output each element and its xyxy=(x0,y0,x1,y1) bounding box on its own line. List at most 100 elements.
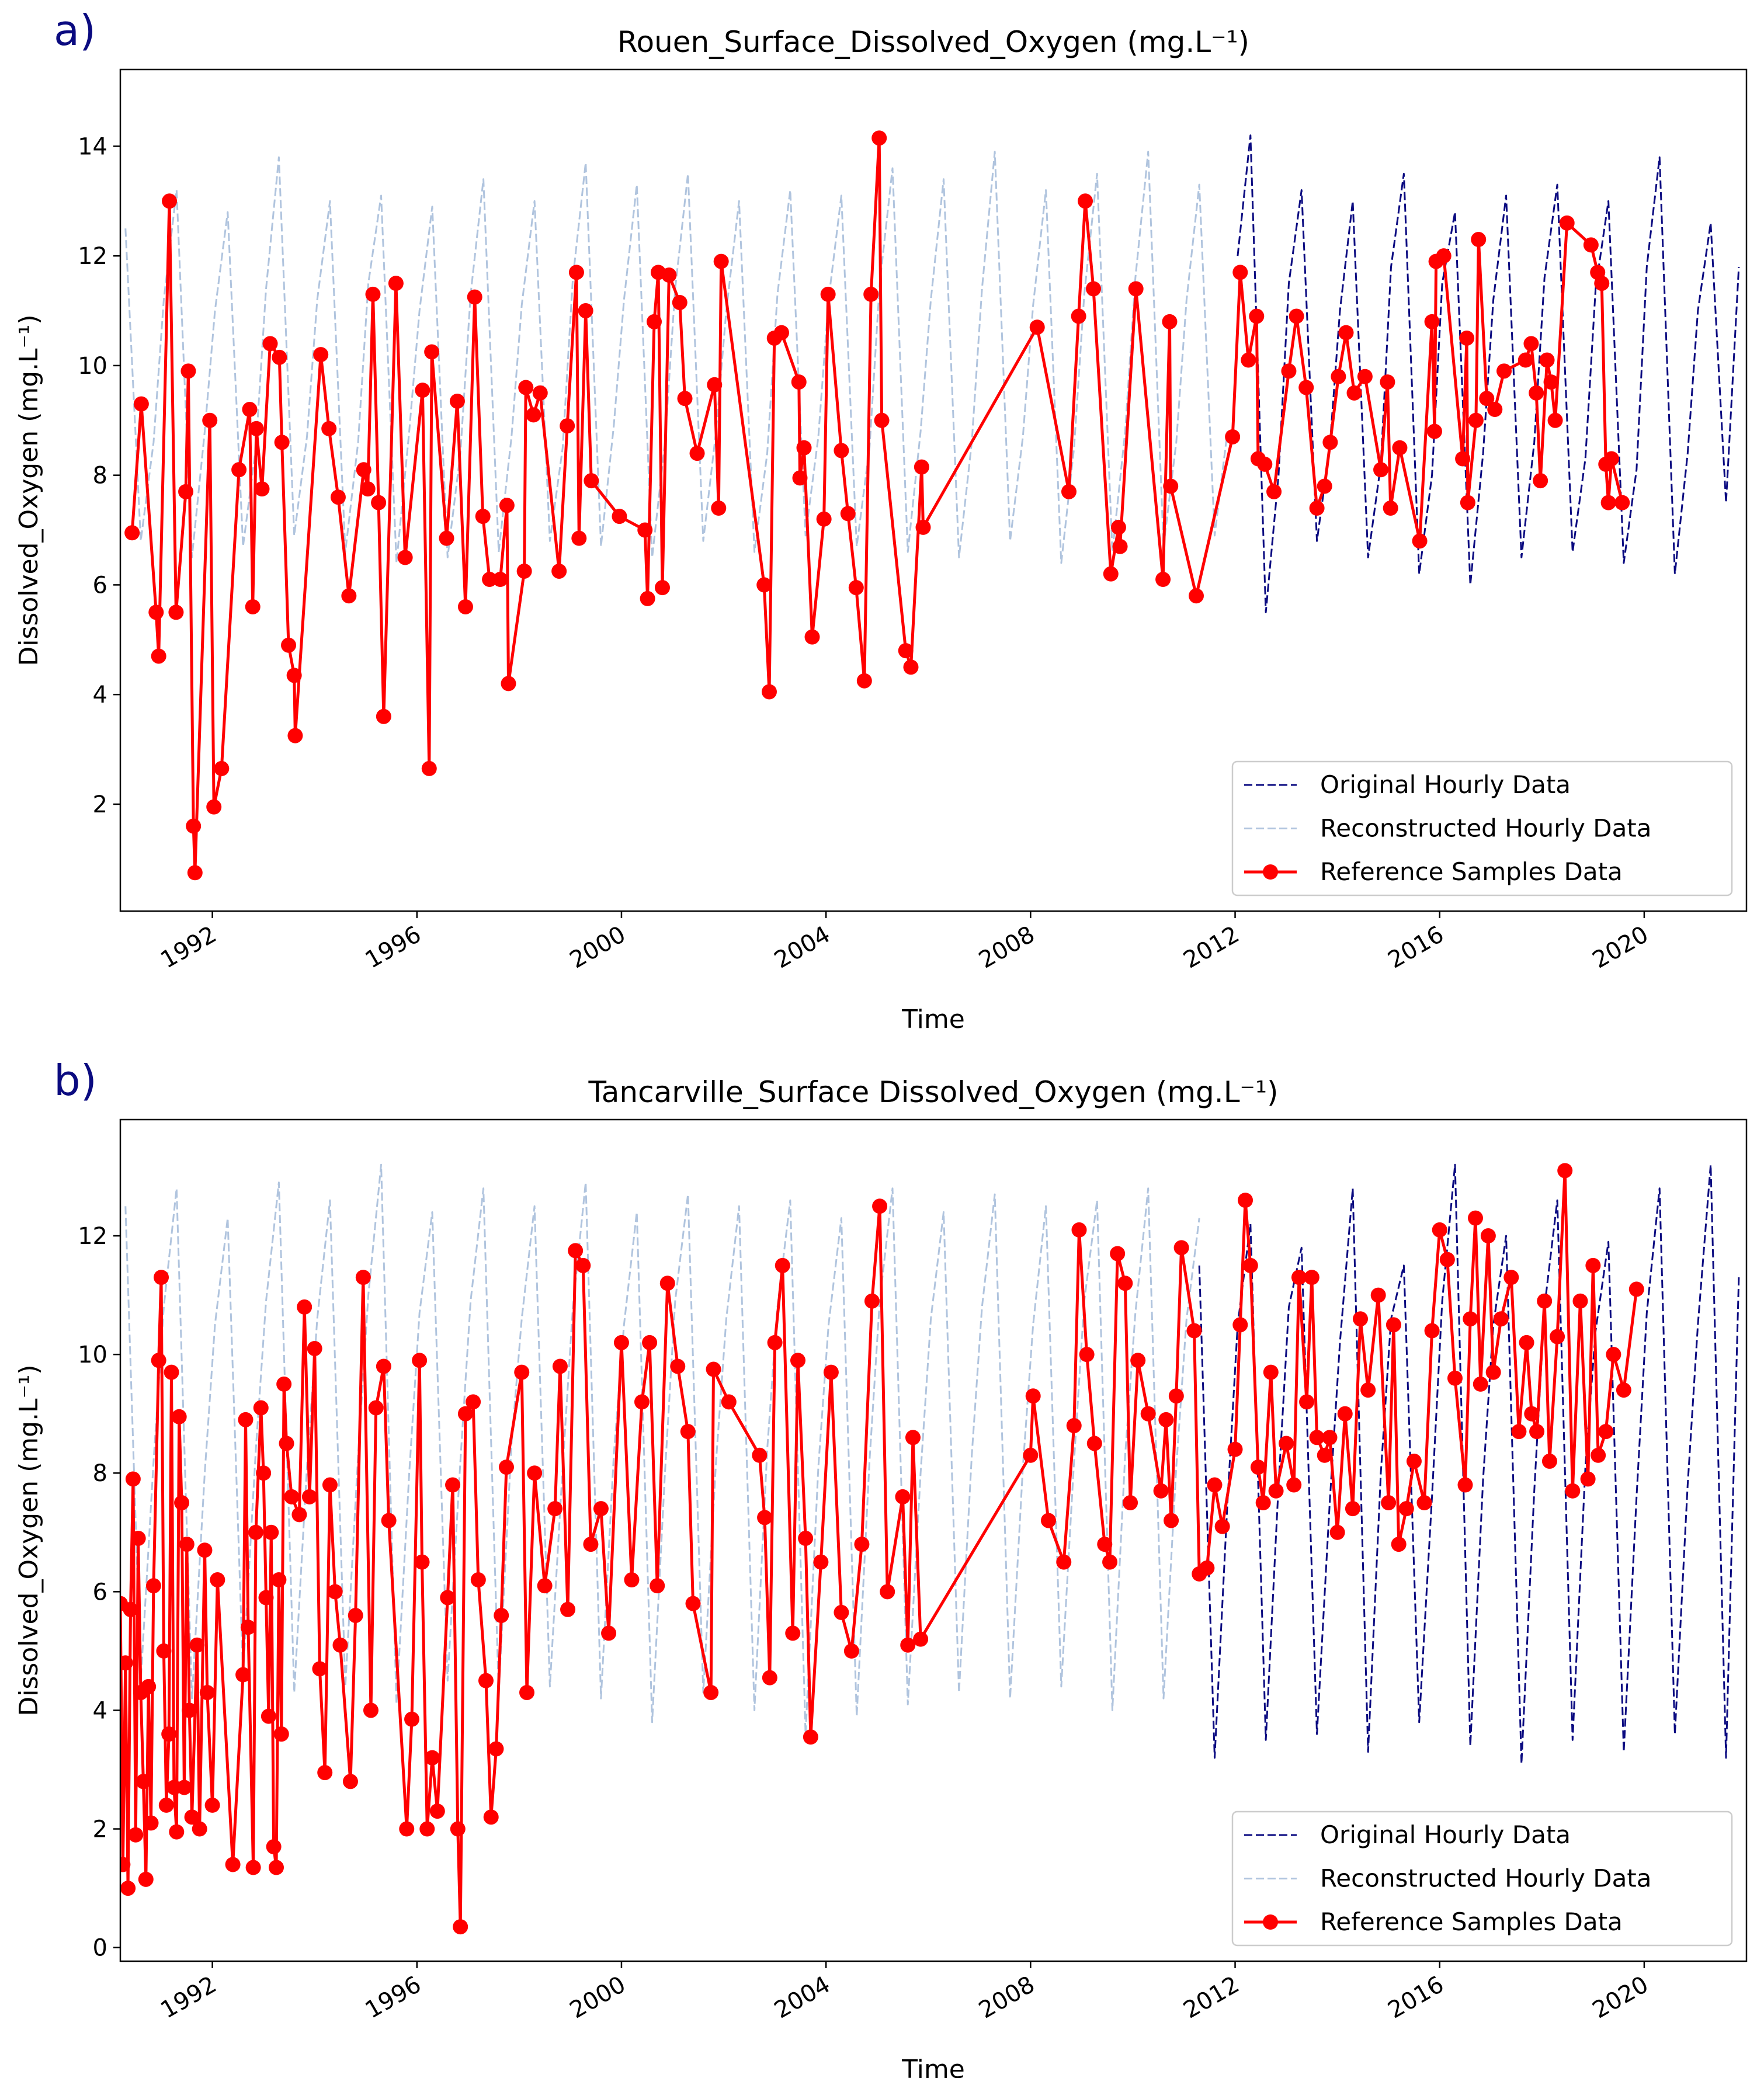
sample-marker xyxy=(1309,1430,1325,1445)
sample-marker xyxy=(286,668,302,683)
sample-marker xyxy=(752,1447,768,1463)
sample-marker xyxy=(703,1684,719,1700)
sample-marker xyxy=(313,347,329,363)
sample-marker xyxy=(120,1881,136,1896)
y-tick-label: 8 xyxy=(93,463,107,489)
y-tick-label: 0 xyxy=(93,1935,107,1962)
legend-label: Reconstructed Hourly Data xyxy=(1320,814,1652,843)
panel-label: b) xyxy=(54,1056,97,1105)
sample-marker xyxy=(123,1601,138,1617)
sample-marker xyxy=(453,1919,468,1935)
series-line xyxy=(1198,1163,1740,1765)
sample-marker xyxy=(1360,1382,1376,1398)
legend-marker xyxy=(1263,864,1278,880)
y-tick-label: 6 xyxy=(93,1579,107,1606)
sample-marker xyxy=(756,577,772,593)
sample-marker xyxy=(900,1637,916,1653)
sample-marker xyxy=(424,344,440,360)
sample-marker xyxy=(854,1537,870,1552)
x-tick-label: 1992 xyxy=(156,1971,221,2024)
sample-marker xyxy=(1496,363,1512,379)
sample-marker xyxy=(404,1711,420,1727)
sample-marker xyxy=(646,314,662,329)
sample-marker xyxy=(1232,265,1248,280)
sample-marker xyxy=(761,684,777,700)
sample-marker xyxy=(1398,1501,1414,1517)
chart-title: Rouen_Surface_Dissolved_Oxygen (mg.L⁻¹) xyxy=(617,25,1249,59)
sample-marker xyxy=(206,799,222,815)
sample-marker xyxy=(169,1824,185,1840)
legend-label: Reference Samples Data xyxy=(1320,1907,1623,1936)
sample-marker xyxy=(231,462,247,478)
sample-marker xyxy=(560,1601,576,1617)
sample-marker xyxy=(281,637,297,653)
sample-marker xyxy=(813,1554,829,1570)
sample-marker xyxy=(1155,572,1171,588)
axes-frame xyxy=(119,68,1748,912)
sample-marker xyxy=(612,509,627,524)
sample-marker xyxy=(120,1655,133,1671)
sample-marker xyxy=(266,1839,282,1855)
sample-marker xyxy=(1337,1406,1353,1422)
sample-marker xyxy=(568,265,584,280)
sample-marker xyxy=(672,294,687,310)
panel-label: a) xyxy=(54,6,96,55)
x-tick-label: 2000 xyxy=(565,921,630,974)
sample-marker xyxy=(287,728,303,743)
sample-marker xyxy=(796,440,812,456)
x-tick-label: 1992 xyxy=(156,921,221,974)
sample-marker xyxy=(1479,391,1495,406)
sample-marker xyxy=(655,580,670,596)
legend-box xyxy=(1231,1811,1733,1947)
sample-marker xyxy=(376,1358,391,1374)
sample-marker xyxy=(1329,1524,1345,1540)
sample-marker xyxy=(791,374,807,390)
sample-marker xyxy=(1565,1483,1581,1499)
sample-marker xyxy=(1572,1293,1588,1309)
x-tick-label: 2020 xyxy=(1588,1971,1653,2024)
sample-marker xyxy=(843,1643,859,1659)
sample-marker xyxy=(164,1364,179,1380)
sample-marker xyxy=(1286,1477,1302,1493)
sample-marker xyxy=(307,1340,322,1356)
sample-marker xyxy=(1628,1281,1644,1297)
sample-marker xyxy=(1580,1471,1596,1487)
plot-area xyxy=(120,1163,1740,1935)
y-tick-label: 10 xyxy=(78,1342,107,1368)
sample-marker xyxy=(363,1702,379,1718)
sample-marker xyxy=(1480,1228,1496,1244)
sample-marker xyxy=(439,530,454,546)
sample-marker xyxy=(186,818,202,834)
sample-marker xyxy=(767,1335,783,1350)
sample-marker xyxy=(279,1436,294,1451)
sample-marker xyxy=(180,363,196,379)
sample-marker xyxy=(1346,385,1362,401)
sample-marker xyxy=(1600,495,1616,510)
sample-marker xyxy=(321,421,337,436)
sample-marker xyxy=(143,1815,159,1831)
sample-marker xyxy=(547,1501,563,1517)
sample-marker xyxy=(834,443,849,458)
sample-marker xyxy=(330,489,346,505)
sample-marker xyxy=(1614,495,1630,510)
sample-marker xyxy=(624,1572,640,1588)
sample-marker xyxy=(204,1797,220,1813)
sample-marker xyxy=(272,349,287,365)
x-tick-label: 2016 xyxy=(1384,1971,1449,2024)
sample-marker xyxy=(138,1871,154,1887)
sample-marker xyxy=(1503,1270,1519,1285)
sample-marker xyxy=(1493,1311,1509,1327)
sample-marker xyxy=(1225,429,1241,444)
sample-marker xyxy=(1097,1537,1113,1552)
sample-marker xyxy=(1591,1447,1606,1463)
sample-marker xyxy=(124,525,140,541)
sample-marker xyxy=(803,1729,818,1745)
sample-marker xyxy=(571,530,587,546)
sample-marker xyxy=(840,506,856,522)
sample-marker xyxy=(804,629,820,645)
sample-marker xyxy=(197,1542,213,1558)
sample-marker xyxy=(1257,456,1273,472)
x-tick-label: 2008 xyxy=(974,921,1039,974)
y-tick-label: 8 xyxy=(93,1460,107,1487)
sample-marker xyxy=(707,377,723,392)
